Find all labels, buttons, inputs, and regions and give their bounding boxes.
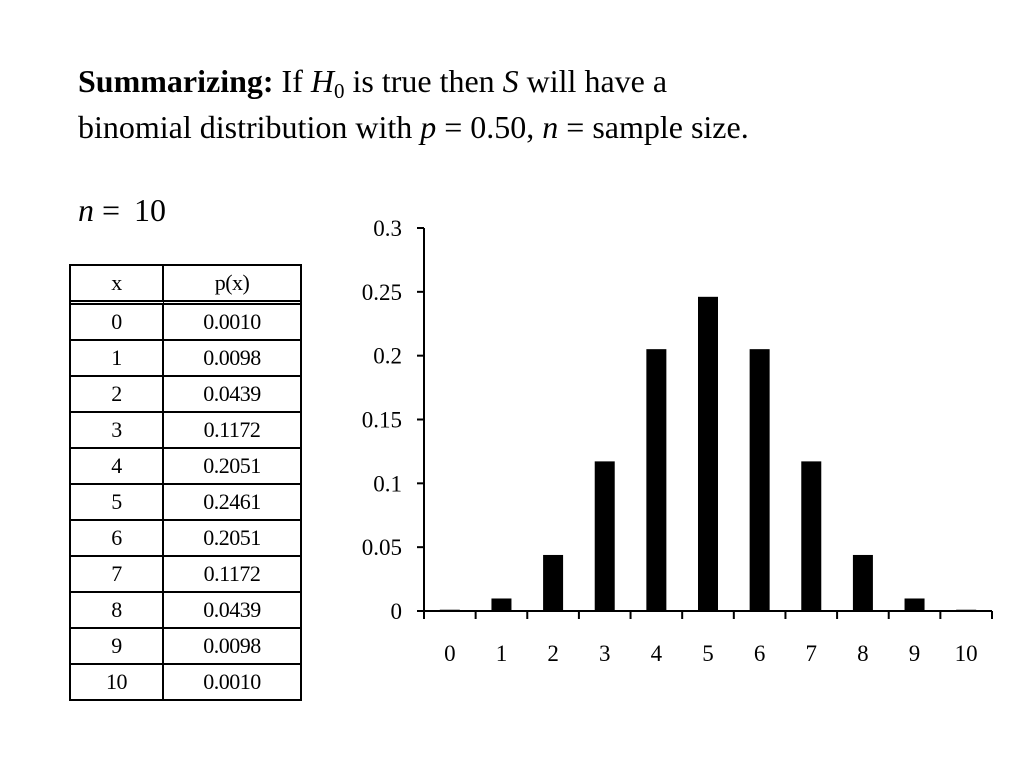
table-row: 5 0.2461 [71, 485, 300, 521]
table-cell-px: 0.2051 [164, 521, 300, 557]
table-cell-px: 0.0439 [164, 377, 300, 413]
sample-size-equals: = [102, 192, 121, 228]
y-tick-label: 0.3 [373, 216, 402, 241]
heading-bold: Summarizing: [78, 63, 274, 99]
bar [594, 461, 615, 611]
x-tick-label: 9 [909, 641, 921, 666]
binomial-bar-chart: 0 0.05 0.1 0.15 0.2 0.25 0.3 0 1 2 3 4 5 6 7 8 9 10 [362, 216, 993, 666]
bar [646, 349, 667, 611]
heading-text-6: = sample size. [558, 109, 749, 145]
bar [543, 554, 564, 611]
table-cell-x: 8 [71, 593, 165, 629]
y-tick-label: 0.15 [362, 408, 402, 433]
table-cell-x: 7 [71, 557, 165, 593]
table-row: 3 0.1172 [71, 413, 300, 449]
x-tick-label: 4 [651, 641, 663, 666]
heading-text-4: binomial distribution with [78, 109, 421, 145]
table-cell-x: 4 [71, 449, 165, 485]
table-cell-x: 1 [71, 341, 165, 377]
table-cell-x: 0 [71, 305, 165, 341]
x-tick-label: 8 [857, 641, 869, 666]
probability-table: x p(x) 0 0.0010 1 0.0098 2 0.0439 3 0.1172 4… [69, 264, 302, 701]
x-tick-label: 3 [599, 641, 611, 666]
table-cell-x: 9 [71, 629, 165, 665]
x-tick-label: 10 [955, 641, 978, 666]
table-cell-x: 3 [71, 413, 165, 449]
y-tick-label: 0.25 [362, 280, 402, 305]
table-row: 2 0.0439 [71, 377, 300, 413]
heading-s: S [502, 63, 519, 99]
table-cell-px: 0.1172 [164, 413, 300, 449]
table-row: 8 0.0439 [71, 593, 300, 629]
table-cell-x: 6 [71, 521, 165, 557]
table-row: 0 0.0010 [71, 305, 300, 341]
bar [801, 461, 822, 611]
sample-size-value: 10 [134, 192, 167, 228]
table-row: 9 0.0098 [71, 629, 300, 665]
heading-text-2: is true then [344, 63, 503, 99]
heading-h: H [310, 63, 334, 99]
bar [439, 609, 460, 612]
table-cell-px: 0.0010 [203, 669, 261, 694]
x-tick-label: 6 [754, 641, 766, 666]
table-header-px: p(x) [164, 266, 300, 305]
heading-text-3: will have a [518, 63, 668, 99]
table-cell-x: 5 [71, 485, 165, 521]
x-tick-label: 7 [806, 641, 818, 666]
table-row: 7 0.1172 [71, 557, 300, 593]
heading-p: p [420, 109, 437, 145]
table-cell-px: 0.0098 [164, 629, 300, 665]
y-tick-label: 0 [391, 599, 403, 624]
heading-text-5: = 0.50, [436, 109, 543, 145]
table-cell-px: 0.0010 [164, 305, 300, 341]
bar [698, 296, 718, 611]
table-cell-px: 0.0439 [164, 593, 300, 629]
table-row: 4 0.2051 [71, 449, 300, 485]
table-cell-px: 0.0098 [164, 341, 300, 377]
bar [491, 598, 512, 611]
y-tick-label: 0.05 [362, 535, 402, 560]
table-row: 1 0.0098 [71, 341, 300, 377]
x-tick-label: 0 [444, 641, 456, 666]
bar [852, 554, 873, 611]
heading-text-1: If [273, 63, 311, 99]
table-cell-x: 2 [71, 377, 165, 413]
table-row: 10 0.0010 [71, 665, 300, 699]
y-tick-label: 0.2 [373, 344, 402, 369]
table-cell-x: 10 [71, 665, 165, 699]
table-cell-px: 0.1172 [164, 557, 300, 593]
bar [904, 598, 925, 611]
table-cell-px: 0.2461 [164, 485, 300, 521]
table-row: 6 0.2051 [71, 521, 300, 557]
table-cell-px: 0.2051 [164, 449, 300, 485]
sample-size-line: n = 10 [78, 190, 166, 230]
x-tick-label: 2 [547, 641, 559, 666]
y-tick-label: 0.1 [373, 471, 402, 496]
heading-h-subscript: 0 [333, 79, 345, 103]
table-header-row: x p(x) [71, 266, 300, 305]
sample-size-symbol: n [78, 192, 94, 228]
bar [956, 609, 977, 612]
table-header-x: x [71, 266, 165, 305]
x-tick-label: 1 [496, 641, 508, 666]
heading-n: n [542, 109, 559, 145]
heading: Summarizing: If H0 is true then S will h… [78, 58, 978, 150]
x-tick-label: 5 [702, 641, 714, 666]
bar [749, 349, 770, 611]
